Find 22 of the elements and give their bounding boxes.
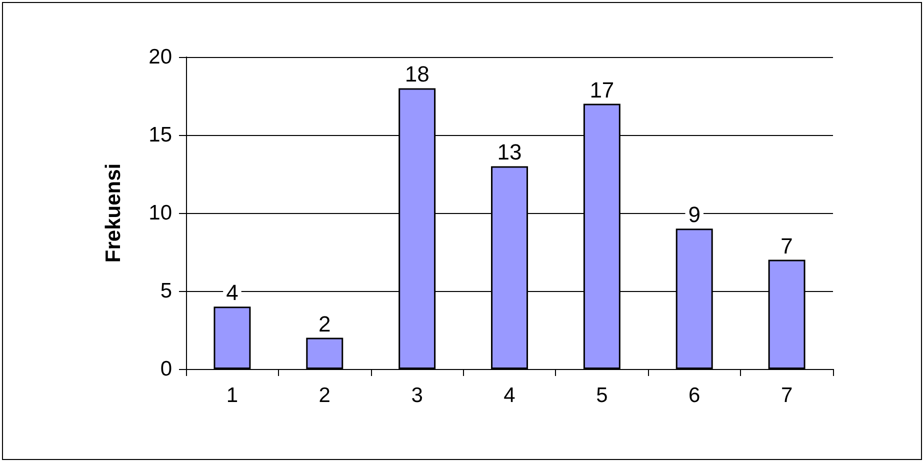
y-tick-label: 15 bbox=[148, 124, 172, 146]
x-tick-label: 3 bbox=[411, 384, 423, 407]
data-label: 17 bbox=[590, 77, 614, 102]
bar bbox=[214, 306, 251, 369]
x-tick-label: 7 bbox=[780, 384, 793, 407]
data-label: 4 bbox=[226, 280, 238, 306]
data-label: 7 bbox=[780, 233, 793, 258]
x-tick-label: 6 bbox=[688, 384, 700, 407]
data-label: 2 bbox=[318, 311, 331, 336]
data-label: 13 bbox=[497, 140, 522, 165]
y-axis-title: Frekuensi bbox=[102, 163, 125, 263]
x-tick-label: 2 bbox=[318, 384, 330, 407]
x-tick-label: 4 bbox=[504, 384, 516, 407]
x-tick-label: 1 bbox=[226, 384, 238, 407]
data-label: 18 bbox=[404, 62, 430, 87]
y-tick-label: 0 bbox=[160, 358, 172, 380]
y-tick-label: 5 bbox=[160, 280, 172, 302]
data-label: 9 bbox=[688, 202, 700, 228]
x-tick-label: 5 bbox=[596, 384, 608, 407]
bar bbox=[306, 338, 344, 369]
y-tick-label: 10 bbox=[148, 202, 172, 224]
y-tick-label: 20 bbox=[148, 46, 172, 68]
